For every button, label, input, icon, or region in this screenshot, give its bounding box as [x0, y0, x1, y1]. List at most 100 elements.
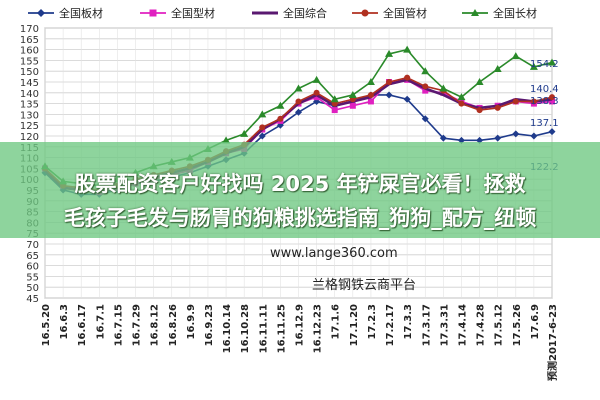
legend-label: 全国综合 — [283, 6, 327, 20]
end-value-label: 140.4 — [530, 84, 559, 95]
x-tick-label: 17.5.12 — [494, 304, 505, 346]
data-point — [512, 130, 520, 138]
legend-label: 全国管材 — [383, 6, 427, 20]
x-tick-label: 17.1.6 — [331, 304, 342, 339]
data-point — [458, 100, 465, 107]
banner-text-line-1[interactable]: 股票配资客户好找吗 2025 年铲屎官必看！拯救 — [74, 172, 526, 196]
legend-marker — [37, 9, 45, 17]
end-value-label: 137.1 — [530, 118, 559, 129]
x-tick-label: 16.11.25 — [276, 304, 287, 353]
data-point — [295, 98, 302, 105]
data-point — [529, 62, 538, 70]
y-tick-label: 65 — [26, 251, 39, 262]
data-point — [457, 93, 466, 101]
data-point — [403, 95, 411, 103]
end-value-label: 154.2 — [530, 59, 559, 70]
y-tick-label: 140 — [20, 89, 39, 100]
data-point — [349, 102, 356, 109]
overlay-banner[interactable] — [0, 142, 600, 238]
data-point — [421, 67, 430, 75]
data-point — [476, 107, 483, 114]
x-tick-label: 17.1.20 — [349, 304, 360, 346]
x-tick-label: 17.3.3 — [403, 304, 414, 339]
data-point — [549, 98, 555, 105]
data-point — [404, 74, 411, 81]
data-point — [403, 45, 412, 53]
banner-text-line-2[interactable]: 毛孩子毛发与肠胃的狗粮挑选指南_狗狗_配方_纽顿 — [63, 206, 537, 230]
data-point — [548, 128, 556, 136]
x-tick-label: 16.11.11 — [258, 304, 269, 353]
x-tick-label: 16.8.26 — [168, 304, 179, 346]
y-tick-label: 165 — [20, 35, 39, 46]
data-point — [421, 115, 429, 123]
data-point — [348, 90, 357, 98]
data-point — [331, 107, 338, 114]
x-tick-label: 预测2017-6-23 — [546, 304, 559, 381]
x-tick-label: 16.12.9 — [295, 304, 306, 346]
data-point — [222, 136, 231, 144]
data-point — [530, 98, 537, 105]
legend-marker — [149, 9, 157, 17]
x-tick-label: 16.7.1 — [95, 304, 106, 339]
y-tick-label: 55 — [26, 272, 39, 283]
y-tick-label: 45 — [26, 294, 39, 305]
legend-label: 全国型材 — [171, 6, 215, 20]
watermark-name: 兰格钢铁云商平台 — [312, 278, 417, 293]
data-point — [313, 89, 320, 96]
y-tick-label: 130 — [20, 110, 39, 121]
y-tick-label: 145 — [20, 78, 39, 89]
data-point — [439, 134, 447, 142]
data-point — [386, 79, 393, 85]
legend-label: 全国板材 — [59, 6, 103, 20]
legend-label: 全国长材 — [493, 6, 537, 20]
data-point — [367, 91, 374, 98]
x-tick-label: 17.2.3 — [367, 304, 378, 339]
data-point — [366, 78, 375, 85]
y-tick-label: 120 — [20, 132, 39, 143]
y-tick-label: 150 — [20, 67, 39, 78]
data-point — [294, 84, 303, 92]
x-tick-label: 17.2.17 — [385, 304, 396, 346]
data-point — [422, 83, 429, 90]
data-point — [259, 124, 266, 131]
x-tick-label: 16.6.17 — [77, 304, 88, 346]
y-tick-label: 60 — [26, 262, 39, 273]
x-tick-label: 16.12.23 — [313, 304, 324, 353]
x-tick-label: 16.9.9 — [186, 304, 197, 339]
y-tick-label: 50 — [26, 283, 39, 294]
x-tick-label: 16.9.23 — [204, 304, 215, 346]
data-point — [511, 52, 520, 60]
x-tick-label: 17.4.28 — [476, 304, 487, 346]
x-tick-label: 16.7.15 — [113, 304, 124, 346]
data-point — [439, 84, 448, 92]
data-point — [277, 115, 284, 122]
y-tick-label: 155 — [20, 56, 39, 67]
data-point — [493, 65, 502, 73]
y-tick-label: 135 — [20, 100, 39, 111]
x-tick-label: 16.10.28 — [240, 304, 251, 353]
x-tick-label: 16.8.12 — [150, 304, 161, 346]
data-point — [475, 78, 484, 85]
data-point — [258, 132, 266, 140]
y-tick-label: 170 — [20, 24, 39, 35]
x-tick-label: 17.5.26 — [512, 304, 523, 346]
legend-marker — [361, 9, 369, 17]
x-tick-label: 17.6.9 — [530, 304, 541, 339]
data-point — [258, 110, 267, 118]
watermark-site: www.lange360.com — [270, 246, 398, 261]
y-tick-label: 160 — [20, 46, 39, 57]
end-value-label: 138.3 — [530, 96, 559, 107]
data-point — [385, 49, 394, 57]
y-tick-label: 70 — [26, 240, 39, 251]
data-point — [422, 87, 429, 94]
y-tick-label: 125 — [20, 121, 39, 132]
data-point — [494, 104, 501, 111]
data-point — [512, 98, 519, 105]
data-point — [549, 94, 555, 101]
x-tick-label: 17.3.17 — [421, 304, 432, 346]
x-tick-label: 16.6.3 — [59, 304, 70, 339]
data-point — [312, 75, 321, 83]
x-tick-label: 16.10.14 — [222, 304, 233, 353]
data-point — [548, 58, 556, 66]
